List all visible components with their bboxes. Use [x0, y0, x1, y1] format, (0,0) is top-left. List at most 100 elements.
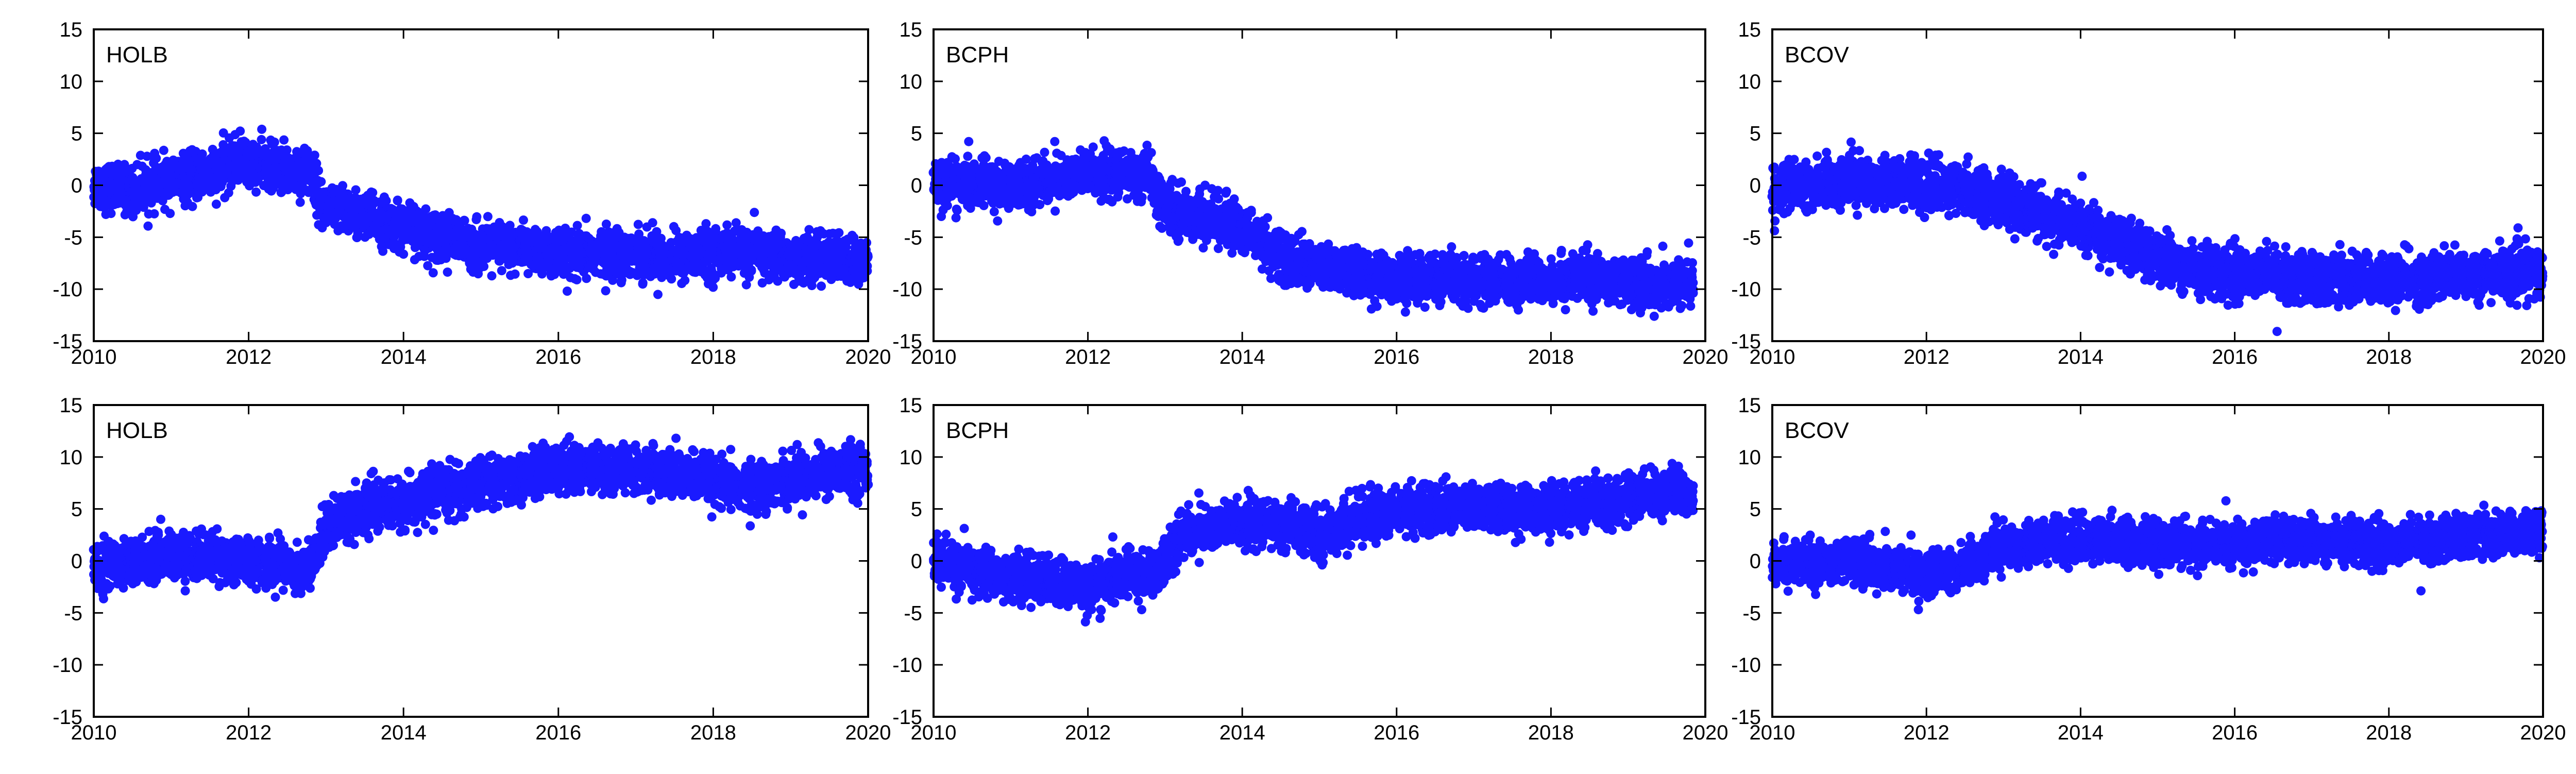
data-point — [1246, 206, 1256, 215]
data-point — [979, 200, 989, 210]
x-tick-label: 2018 — [690, 346, 736, 368]
data-points — [89, 124, 873, 299]
data-point — [487, 271, 497, 281]
data-point — [142, 152, 152, 161]
panel-2-bcph: 2010 2012 2014 2016 2018 2020-15-10-5051015BC… — [892, 19, 1728, 368]
data-point — [282, 145, 292, 155]
data-point — [1088, 142, 1098, 152]
data-point — [393, 195, 402, 205]
data-point — [834, 228, 844, 238]
data-point — [1050, 137, 1060, 146]
data-point — [368, 188, 378, 197]
data-point — [648, 218, 657, 228]
data-point — [1177, 177, 1186, 187]
data-point — [351, 185, 361, 195]
data-point — [1146, 148, 1156, 158]
data-point — [1213, 186, 1223, 195]
y-tick-label: -10 — [53, 278, 82, 301]
data-point — [667, 274, 676, 284]
data-point — [211, 199, 221, 209]
data-point — [519, 215, 528, 225]
data-point — [747, 266, 756, 276]
data-point — [1181, 187, 1191, 196]
data-point — [316, 177, 326, 187]
data-point — [722, 220, 732, 230]
data-point — [460, 216, 469, 225]
y-tick-label: 0 — [71, 175, 82, 197]
x-tick-label: 2020 — [845, 346, 891, 368]
data-point — [1297, 227, 1307, 237]
y-tick-label: 10 — [60, 71, 83, 93]
data-point — [1213, 244, 1223, 254]
data-point — [981, 153, 991, 163]
data-point — [862, 238, 872, 247]
x-tick-label: 2012 — [226, 346, 272, 368]
data-point — [257, 134, 266, 144]
data-point — [750, 208, 759, 217]
data-point — [165, 209, 175, 218]
data-point — [120, 160, 129, 170]
data-point — [776, 228, 786, 238]
data-point — [1040, 147, 1049, 157]
data-point — [235, 126, 245, 136]
data-point — [680, 276, 690, 285]
data-point — [314, 166, 324, 175]
data-point — [1229, 194, 1239, 204]
data-point — [197, 149, 207, 159]
data-point — [472, 212, 482, 222]
data-point — [338, 181, 348, 191]
y-tick-label: 5 — [71, 123, 82, 145]
data-point — [295, 197, 305, 207]
data-point — [510, 269, 520, 279]
data-point — [1050, 206, 1060, 216]
data-point — [302, 146, 312, 156]
data-point — [952, 206, 962, 215]
data-point — [581, 213, 591, 223]
data-point — [1260, 222, 1270, 231]
data-point — [143, 221, 153, 231]
data-point — [479, 262, 489, 272]
data-point — [483, 212, 493, 222]
x-tick-label: 2016 — [535, 346, 581, 368]
data-point — [443, 267, 452, 277]
data-point — [993, 216, 1003, 226]
data-point — [1214, 194, 1224, 204]
y-tick-label: 15 — [60, 19, 83, 41]
x-tick-label: 2014 — [381, 346, 427, 368]
data-point — [964, 137, 974, 146]
data-point — [399, 249, 409, 259]
data-point — [151, 154, 161, 163]
data-point — [251, 187, 261, 197]
y-tick-label: -15 — [53, 330, 82, 353]
data-point — [428, 268, 438, 278]
data-point — [638, 278, 648, 288]
data-point — [572, 275, 582, 284]
data-point — [312, 159, 321, 169]
data-point — [817, 281, 826, 291]
data-point — [963, 152, 973, 161]
data-point — [582, 274, 591, 283]
data-point — [381, 196, 391, 206]
data-point — [106, 209, 116, 218]
data-point — [421, 204, 431, 214]
data-point — [1222, 187, 1231, 196]
data-point — [149, 209, 159, 218]
data-point — [989, 207, 999, 216]
data-point — [572, 221, 582, 230]
data-point — [726, 272, 736, 282]
data-point — [701, 219, 711, 229]
data-point — [279, 135, 289, 145]
data-point — [1137, 193, 1147, 202]
panel-title: HOLB — [106, 42, 168, 68]
data-point — [497, 266, 506, 276]
data-point — [269, 137, 279, 147]
data-point — [268, 183, 278, 193]
data-point — [159, 145, 168, 155]
data-point — [804, 225, 814, 234]
data-point — [601, 286, 611, 296]
data-point — [563, 287, 572, 296]
data-points — [928, 136, 1698, 321]
y-tick-label: -5 — [64, 226, 82, 249]
data-point — [633, 220, 643, 229]
